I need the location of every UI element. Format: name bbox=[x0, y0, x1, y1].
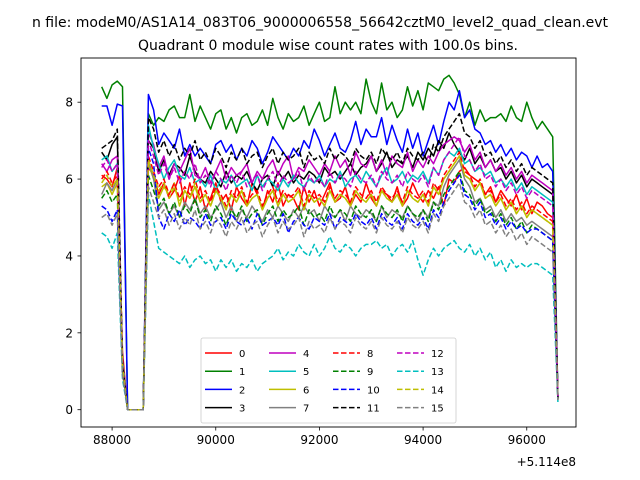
series-line-3 bbox=[101, 132, 559, 411]
x-tick-label: 90000 bbox=[197, 433, 235, 447]
y-tick-label: 0 bbox=[65, 403, 73, 417]
y-tick-label: 2 bbox=[65, 326, 73, 340]
chart-title: Quadrant 0 module wise count rates with … bbox=[138, 38, 518, 54]
legend-label-13: 13 bbox=[431, 367, 444, 378]
series-line-14 bbox=[101, 155, 559, 411]
legend-label-8: 8 bbox=[367, 349, 373, 360]
series-line-2 bbox=[101, 89, 559, 411]
legend-label-10: 10 bbox=[367, 385, 380, 396]
series-line-13 bbox=[101, 193, 559, 411]
series-line-12 bbox=[101, 136, 559, 411]
legend-label-4: 4 bbox=[303, 349, 309, 360]
legend-label-5: 5 bbox=[303, 367, 309, 378]
legend-label-12: 12 bbox=[431, 349, 444, 360]
x-tick-label: 96000 bbox=[508, 433, 546, 447]
series-line-10 bbox=[101, 147, 559, 411]
x-offset-label: +5.114e8 bbox=[517, 455, 576, 469]
x-tick-label: 92000 bbox=[300, 433, 338, 447]
figure-suptitle: n file: modeM0/AS1A14_083T06_9000006558_… bbox=[32, 15, 609, 31]
series-line-1 bbox=[101, 74, 559, 411]
series-line-5 bbox=[101, 124, 559, 411]
legend-label-6: 6 bbox=[303, 385, 309, 396]
legend-label-2: 2 bbox=[239, 385, 245, 396]
legend-label-1: 1 bbox=[239, 367, 245, 378]
series-line-8 bbox=[101, 151, 559, 411]
legend-label-7: 7 bbox=[303, 404, 309, 415]
tick-layer: 88000 90000 92000 94000 96000 0 2 4 6 8 bbox=[65, 96, 545, 447]
legend-label-9: 9 bbox=[367, 367, 373, 378]
x-tick-label: 94000 bbox=[404, 433, 442, 447]
legend-label-15: 15 bbox=[431, 404, 444, 415]
legend-label-3: 3 bbox=[239, 404, 245, 415]
series-line-15 bbox=[101, 182, 559, 411]
legend-box bbox=[200, 337, 457, 424]
series-layer bbox=[101, 74, 559, 411]
y-tick-label: 8 bbox=[65, 96, 73, 110]
y-tick-label: 6 bbox=[65, 173, 73, 187]
plot-frame bbox=[80, 57, 577, 428]
legend-label-0: 0 bbox=[239, 349, 245, 360]
legend-label-14: 14 bbox=[431, 385, 444, 396]
y-tick-label: 4 bbox=[65, 249, 73, 263]
series-line-11 bbox=[101, 112, 559, 411]
x-tick-label: 88000 bbox=[93, 433, 131, 447]
legend-label-11: 11 bbox=[367, 404, 380, 415]
